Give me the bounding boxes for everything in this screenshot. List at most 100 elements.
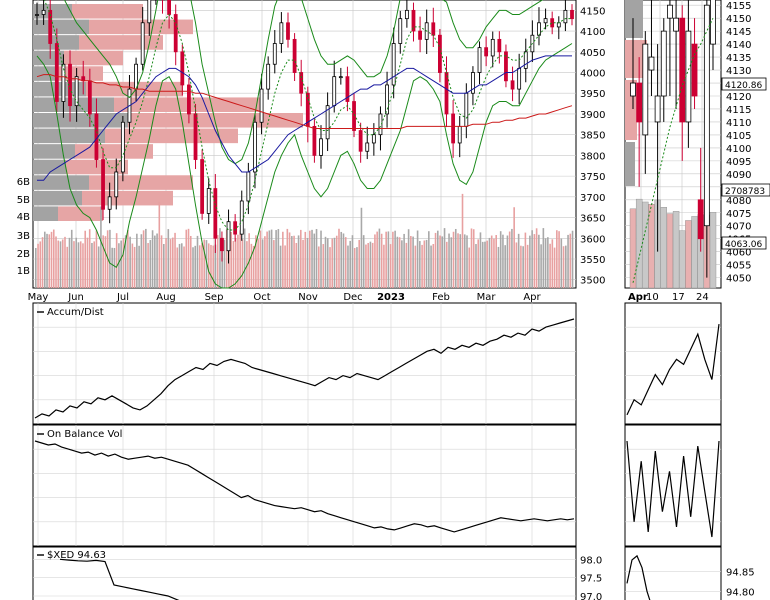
volume-bar bbox=[558, 231, 560, 288]
zoom-candle-up bbox=[630, 82, 636, 97]
volume-bar bbox=[167, 229, 170, 288]
volume-bar bbox=[61, 239, 64, 288]
zoom-y-tick-label: 4055 bbox=[726, 261, 751, 272]
volume-bar bbox=[504, 245, 506, 288]
volume-bar bbox=[569, 233, 572, 288]
zoom-y-tick-label: 4145 bbox=[726, 27, 751, 38]
candle-up bbox=[464, 92, 469, 127]
volume-bar bbox=[37, 243, 39, 288]
volume-bar bbox=[311, 229, 313, 288]
volume-bar bbox=[374, 234, 376, 288]
volume-bar bbox=[214, 244, 217, 288]
zoom-candle-up bbox=[642, 43, 649, 136]
main-volume-bars bbox=[35, 193, 574, 288]
volume-bar bbox=[66, 246, 69, 288]
volume-bar bbox=[79, 241, 82, 288]
volume-bar bbox=[452, 231, 455, 288]
volume-bar bbox=[315, 229, 318, 288]
zoom-moving-average-line bbox=[632, 17, 714, 283]
main-price-panel: 3500 3550 3600 3650 3700 3750 3800 3850 3900 3950… bbox=[17, 0, 605, 303]
volume-bar bbox=[556, 230, 558, 288]
volume-bar bbox=[127, 229, 129, 288]
volume-bar bbox=[178, 243, 181, 288]
volume-bar bbox=[322, 244, 325, 288]
volume-bar bbox=[392, 231, 394, 288]
volume-profile-down-bar bbox=[33, 35, 79, 50]
zoom-y-tick-label: 4060 bbox=[726, 248, 751, 259]
accum-dist-zoom-grid bbox=[625, 326, 721, 401]
main-y-tick-label: 3750 bbox=[580, 172, 605, 183]
volume-profile-up-bar bbox=[58, 206, 103, 221]
candle-down bbox=[48, 9, 53, 44]
volume-bar bbox=[360, 207, 363, 288]
main-x-tick-label: Jul bbox=[116, 292, 129, 303]
main-y-axis: 3500 3550 3600 3650 3700 3750 3800 3850 3900 3950… bbox=[580, 6, 605, 286]
zoom-x-tick-label: 24 bbox=[696, 292, 709, 303]
volume-bar bbox=[542, 228, 545, 288]
volume-bar bbox=[203, 239, 206, 288]
volume-bar bbox=[52, 229, 55, 288]
volume-profile-down-bar bbox=[33, 19, 89, 35]
zoom-candle-up bbox=[654, 95, 661, 123]
candle-up bbox=[41, 9, 46, 15]
volume-bar bbox=[68, 237, 71, 288]
volume-bar bbox=[567, 234, 569, 288]
candle-down bbox=[570, 9, 574, 20]
candle-up bbox=[365, 142, 370, 152]
volume-bar bbox=[64, 236, 66, 288]
volume-bar bbox=[154, 235, 156, 288]
volume-bar bbox=[156, 233, 158, 288]
accum-dist-line bbox=[34, 318, 575, 419]
volume-bar bbox=[118, 243, 120, 288]
candle-down bbox=[451, 113, 456, 144]
main-y-tick-label: 3650 bbox=[580, 214, 605, 225]
volume-bar bbox=[41, 237, 44, 288]
volume-profile-down-bar bbox=[33, 66, 58, 81]
candle-down bbox=[233, 221, 238, 235]
volume-bar bbox=[437, 230, 439, 288]
volume-bar bbox=[520, 245, 522, 288]
candle-down bbox=[173, 14, 178, 53]
zoom-y-tick-label: 4090 bbox=[726, 170, 751, 181]
candle-up bbox=[398, 18, 403, 44]
volume-tick-label: 2B bbox=[17, 249, 30, 260]
candle-down bbox=[431, 22, 436, 36]
zoom-candles bbox=[630, 0, 716, 278]
accum-dist-title: Accum/Dist bbox=[47, 307, 104, 318]
volume-bar bbox=[124, 235, 127, 288]
volume-bar bbox=[502, 234, 504, 288]
zoom-volume-bar bbox=[709, 212, 717, 289]
volume-bar bbox=[239, 230, 241, 288]
volume-profile-down-bar bbox=[33, 4, 72, 19]
volume-bar bbox=[434, 232, 437, 288]
zoom-candle-up bbox=[710, 0, 716, 45]
volume-bar bbox=[477, 239, 480, 288]
zoom-y-axis: 4050405540604065407040754080408540904095… bbox=[726, 1, 751, 284]
xed-panel: $XED 94.63 98.0 97.5 97.0 bbox=[32, 546, 602, 600]
zoom-volume-bar bbox=[672, 211, 680, 289]
main-x-tick-label: Sep bbox=[205, 292, 224, 303]
volume-bar bbox=[93, 241, 95, 288]
volume-bar bbox=[306, 237, 309, 288]
candle-up bbox=[61, 63, 66, 102]
volume-bar bbox=[122, 238, 125, 288]
volume-bar bbox=[221, 241, 224, 288]
volume-bar bbox=[232, 241, 235, 288]
candle-down bbox=[345, 76, 350, 102]
volume-bar bbox=[349, 240, 352, 288]
volume-bar bbox=[326, 238, 329, 288]
volume-bar bbox=[488, 237, 491, 288]
volume-bar bbox=[463, 234, 466, 288]
volume-bar bbox=[560, 238, 563, 288]
volume-bar bbox=[129, 236, 131, 288]
volume-bar bbox=[145, 228, 147, 288]
volume-bar bbox=[486, 240, 489, 288]
volume-profile-down-bar bbox=[33, 50, 64, 66]
volume-bar bbox=[531, 230, 533, 288]
main-y-tick-label: 4150 bbox=[580, 6, 605, 17]
candle-up bbox=[385, 84, 389, 115]
volume-bar bbox=[549, 243, 551, 288]
volume-bar bbox=[246, 241, 248, 288]
main-y-tick-label: 4100 bbox=[580, 27, 605, 38]
volume-bar bbox=[454, 228, 457, 288]
